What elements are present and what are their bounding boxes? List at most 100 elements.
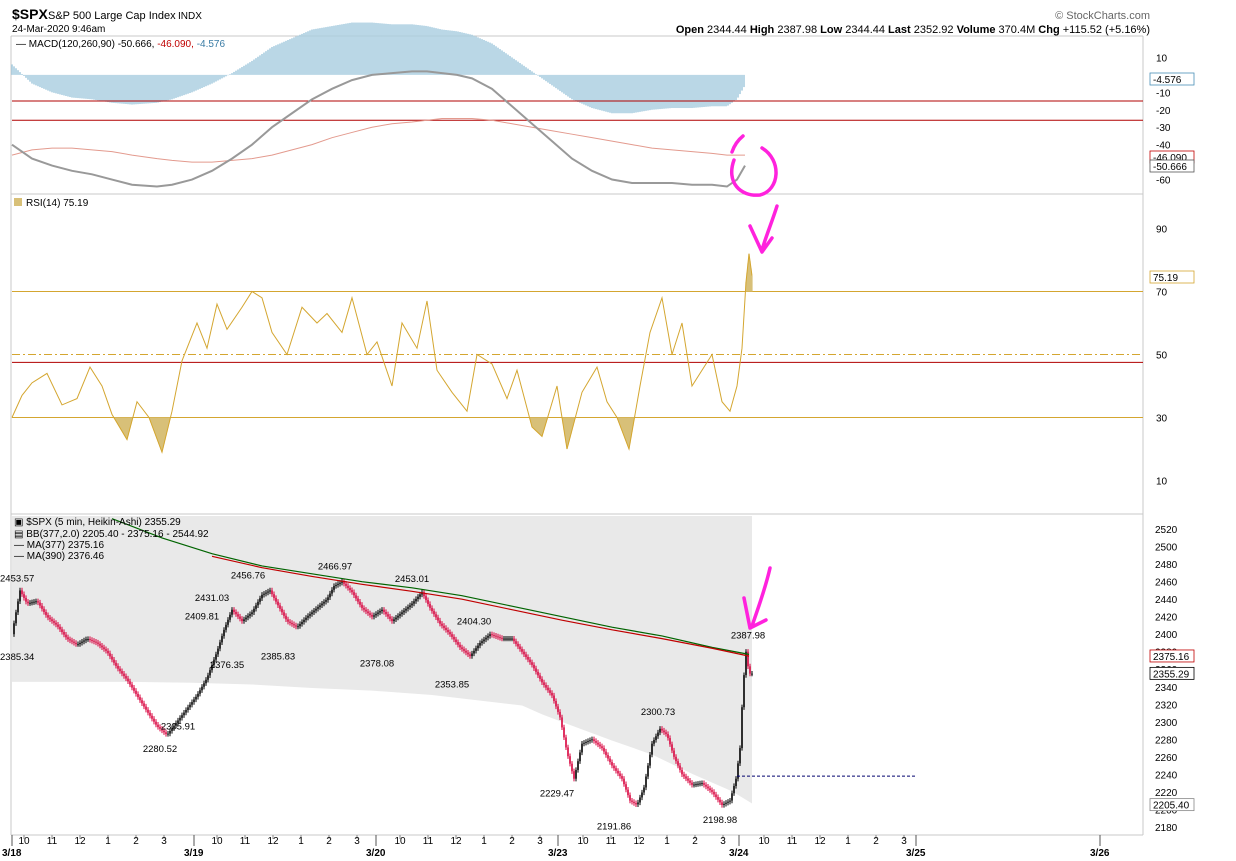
quote-label: Last (888, 24, 914, 36)
candle-body (93, 640, 95, 642)
price-tick-label: 2440 (1155, 595, 1178, 606)
candle-body (485, 637, 487, 640)
macd-legend: — MACD(120,260,90) -50.666, -46.090, -4.… (16, 39, 225, 50)
ma390-line (111, 518, 750, 655)
candle-body (71, 640, 73, 642)
candle-body (415, 599, 417, 602)
candle-body (253, 608, 255, 613)
price-tick-label: 2320 (1155, 700, 1178, 711)
candle-body (199, 690, 201, 694)
hour-tick-label: 3 (720, 836, 726, 847)
bb-lower-last: 2205.40 (1153, 801, 1190, 812)
candle-body (95, 641, 97, 643)
candle-body (727, 801, 729, 803)
candle-body (473, 650, 475, 654)
candle-body (509, 638, 511, 640)
candle-body (87, 639, 89, 641)
candle-body (629, 795, 631, 801)
candle-body (263, 593, 265, 595)
bb-lower-last-box (1149, 798, 1195, 812)
candle-body (539, 675, 541, 679)
hand-annotations (730, 134, 779, 630)
price-tick-label: 2420 (1155, 613, 1178, 624)
candle-body (579, 752, 581, 762)
candle-body (137, 693, 139, 698)
candle-body (527, 656, 529, 660)
candle-body (183, 712, 185, 716)
candle-body (481, 641, 483, 643)
candle-body (325, 600, 327, 602)
candle-body (37, 601, 39, 603)
candle-body (719, 799, 721, 803)
candle-body (713, 791, 715, 795)
candle-body (467, 652, 469, 655)
quote-value: 2387.98 (777, 24, 820, 36)
candle-body (495, 635, 497, 637)
candle-body (453, 636, 455, 640)
hour-tick-label: 1 (298, 836, 304, 847)
macd-line-last: -50.666 (1153, 162, 1187, 173)
candle-body (295, 625, 297, 627)
candle-body (595, 741, 597, 743)
candle-body (615, 768, 617, 771)
candle-body (337, 583, 339, 585)
candle-body (423, 592, 425, 597)
rsi-last: 75.19 (1153, 273, 1178, 284)
candle-body (611, 762, 613, 766)
candle-body (329, 593, 331, 598)
hour-tick-label: 1 (105, 836, 111, 847)
candle-body (349, 587, 351, 591)
candle-body (317, 607, 319, 609)
candle-body (291, 622, 293, 625)
candle-body (413, 601, 415, 604)
candle-body (705, 784, 707, 787)
macd-legend-part: -4.576 (197, 39, 226, 50)
candle-body (561, 717, 563, 728)
quote-value: 2344.44 (845, 24, 888, 36)
rsi-tick-label: 50 (1156, 351, 1168, 362)
candle-body (107, 650, 109, 654)
candle-body (617, 770, 619, 774)
candle-body (271, 590, 273, 595)
candle-body (393, 619, 395, 622)
candle-body (647, 765, 649, 777)
candle-body (385, 611, 387, 615)
price-panel: 2453.57 2385.34 2280.52 2305.91 2409.81 2431.… (0, 516, 1195, 834)
price-legend-ma377: — MA(377) 2375.16 (14, 540, 104, 551)
candle-body (371, 614, 373, 617)
candle-body (309, 614, 311, 616)
candle-body (111, 656, 113, 660)
candle-body (519, 646, 521, 650)
chart-date: 24-Mar-2020 9:46am (12, 24, 105, 35)
candle-body (281, 608, 283, 613)
candle-body (125, 676, 127, 679)
candle-body (665, 732, 667, 735)
candle-body (565, 737, 567, 748)
candle-body (607, 755, 609, 759)
candle-body (355, 595, 357, 599)
candle-body (499, 637, 501, 639)
date-tick-label: 3/23 (548, 848, 568, 859)
candle-body (197, 693, 199, 697)
candle-body (299, 624, 301, 627)
candle-body (247, 615, 249, 618)
candle-body (513, 638, 515, 642)
quote-label: Open (676, 24, 707, 36)
candle-body (215, 654, 217, 660)
candle-body (217, 648, 219, 655)
candle-body (13, 623, 15, 635)
candle-body (533, 664, 535, 669)
candle-body (301, 621, 303, 625)
candle-body (315, 608, 317, 611)
hour-tick-label: 2 (133, 836, 139, 847)
hour-tick-label: 2 (326, 836, 332, 847)
candle-body (31, 602, 33, 604)
candle-body (45, 611, 47, 616)
candle-body (563, 727, 565, 738)
candle-body (455, 639, 457, 643)
candle-body (515, 641, 517, 644)
candle-body (77, 644, 79, 646)
candle-body (145, 706, 147, 710)
candle-body (335, 584, 337, 587)
candle-body (103, 647, 105, 650)
